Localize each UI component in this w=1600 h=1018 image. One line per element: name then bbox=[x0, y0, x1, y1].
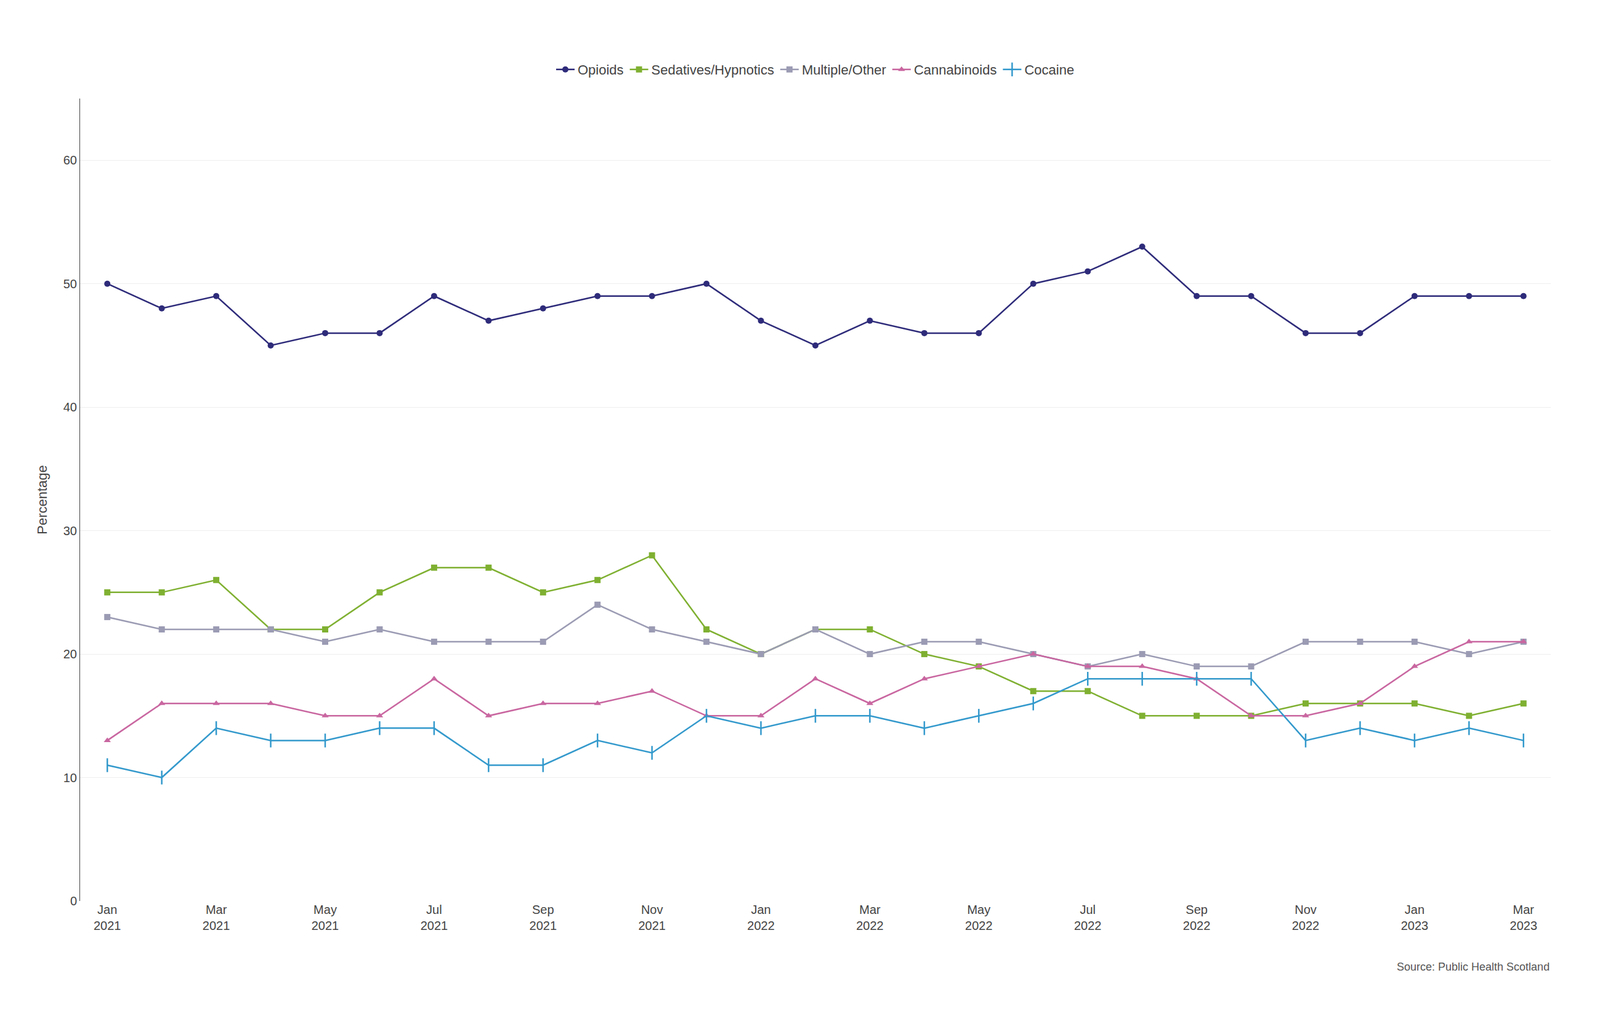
svg-text:Sedatives/Hypnotics: Sedatives/Hypnotics bbox=[651, 62, 775, 78]
svg-text:Multiple/Other: Multiple/Other bbox=[801, 62, 887, 78]
svg-text:May2022: May2022 bbox=[965, 902, 993, 933]
svg-text:Percentage: Percentage bbox=[34, 464, 50, 535]
svg-text:40: 40 bbox=[63, 400, 77, 414]
svg-text:Mar2021: Mar2021 bbox=[202, 902, 231, 933]
svg-text:Mar2023: Mar2023 bbox=[1510, 902, 1538, 933]
svg-text:Source: Public Health Scotland: Source: Public Health Scotland bbox=[1396, 960, 1550, 974]
svg-text:20: 20 bbox=[63, 647, 77, 661]
svg-text:Nov2021: Nov2021 bbox=[638, 902, 666, 933]
svg-text:Jan2022: Jan2022 bbox=[747, 902, 775, 933]
svg-text:60: 60 bbox=[63, 153, 77, 167]
svg-text:May2021: May2021 bbox=[311, 902, 340, 933]
svg-text:Jul2022: Jul2022 bbox=[1074, 902, 1102, 933]
svg-text:Sep2022: Sep2022 bbox=[1183, 902, 1211, 933]
svg-text:Mar2022: Mar2022 bbox=[856, 902, 884, 933]
svg-text:0: 0 bbox=[70, 894, 77, 908]
svg-text:Sep2021: Sep2021 bbox=[529, 902, 558, 933]
svg-text:Jul2021: Jul2021 bbox=[420, 902, 449, 933]
svg-text:Cannabinoids: Cannabinoids bbox=[913, 62, 998, 78]
svg-text:Cocaine: Cocaine bbox=[1024, 62, 1075, 78]
svg-text:10: 10 bbox=[63, 771, 77, 785]
svg-text:Jan2023: Jan2023 bbox=[1401, 902, 1429, 933]
svg-text:Jan2021: Jan2021 bbox=[93, 902, 122, 933]
svg-text:50: 50 bbox=[63, 277, 77, 291]
svg-text:Nov2022: Nov2022 bbox=[1292, 902, 1320, 933]
svg-text:30: 30 bbox=[63, 524, 77, 538]
svg-text:Opioids: Opioids bbox=[577, 62, 624, 78]
